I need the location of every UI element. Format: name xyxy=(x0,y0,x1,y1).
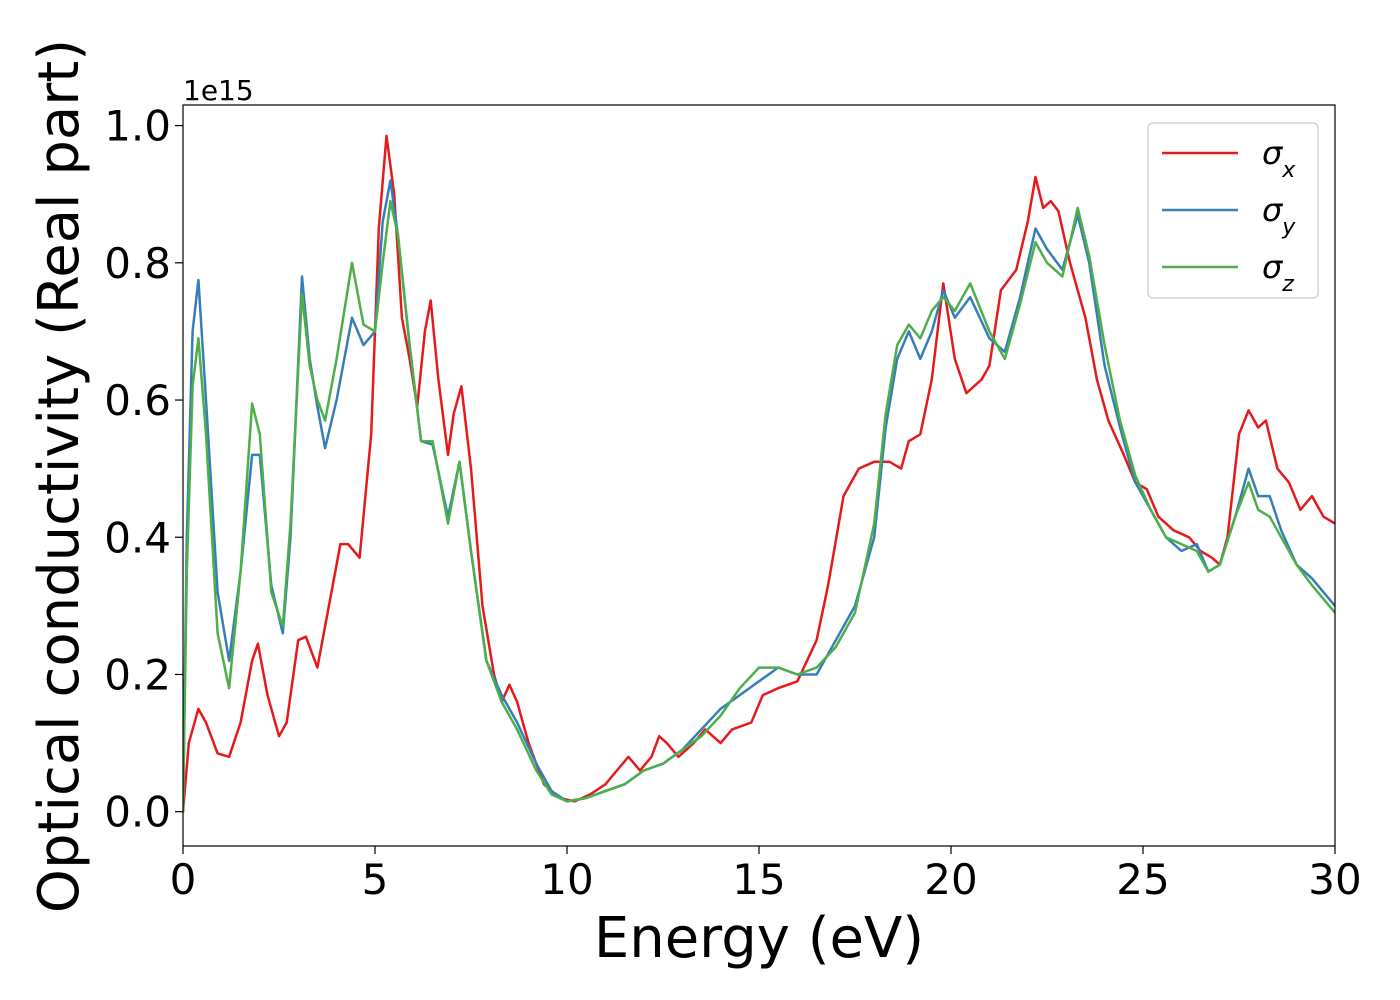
y-tick-label: 0.6 xyxy=(104,376,171,425)
legend-label-z: σz xyxy=(1262,248,1294,297)
x-tick-label: 15 xyxy=(732,855,785,904)
x-tick-label: 5 xyxy=(362,855,389,904)
series-layer xyxy=(183,134,1335,813)
y-tick-label: 0.0 xyxy=(104,788,171,837)
legend-items: σx σy σz xyxy=(1162,134,1296,297)
series-line-x xyxy=(183,134,1335,813)
y-tick-label: 1.0 xyxy=(104,102,171,151)
series-line-z xyxy=(183,199,1335,813)
x-tick-label: 10 xyxy=(540,855,593,904)
x-tick-label: 20 xyxy=(924,855,977,904)
x-tick-label: 0 xyxy=(170,855,197,904)
y-axis-ticks: 0.0 0.2 0.4 0.6 0.8 1.0 xyxy=(104,102,183,837)
legend-label-x: σx xyxy=(1262,134,1296,183)
y-tick-label: 0.4 xyxy=(104,513,171,562)
legend: σx σy σz xyxy=(1147,122,1319,299)
y-axis-label: Optical conductivity (Real part) xyxy=(27,39,92,913)
y-tick-label: 0.8 xyxy=(104,239,171,288)
x-tick-label: 25 xyxy=(1116,855,1169,904)
legend-label-y: σy xyxy=(1262,191,1296,240)
x-axis-ticks: 0 5 10 15 20 25 30 xyxy=(170,846,1362,904)
x-tick-label: 30 xyxy=(1308,855,1361,904)
y-offset-label: 1e15 xyxy=(183,74,254,107)
y-tick-label: 0.2 xyxy=(104,650,171,699)
x-axis-label: Energy (eV) xyxy=(594,906,924,971)
